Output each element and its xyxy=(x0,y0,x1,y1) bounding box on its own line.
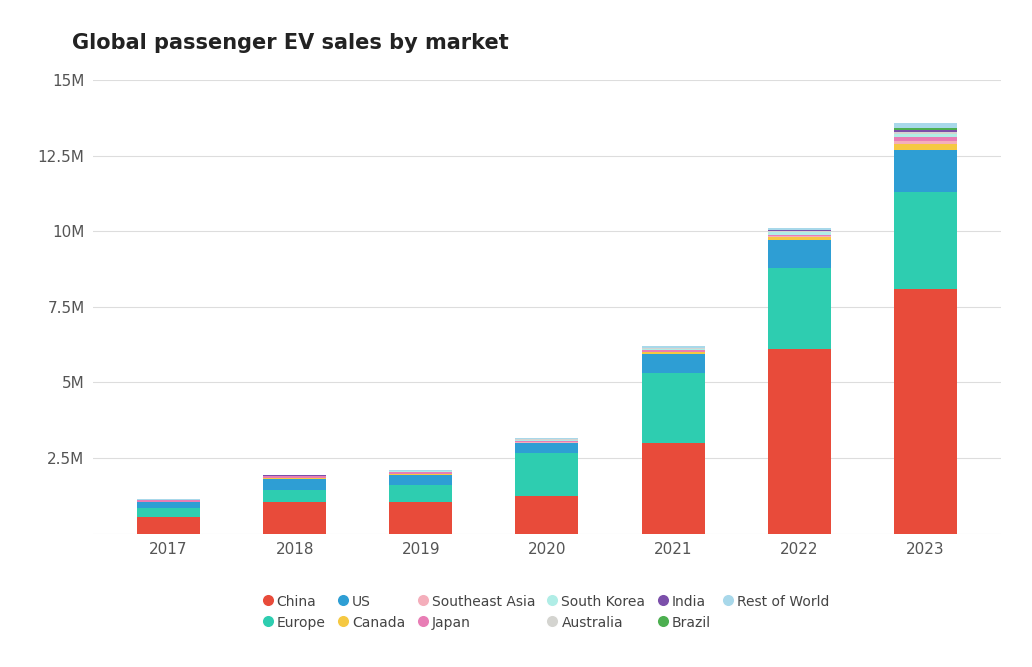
Bar xyxy=(894,149,957,192)
Bar xyxy=(642,354,705,374)
Bar xyxy=(894,144,957,149)
Bar xyxy=(137,500,200,502)
Bar xyxy=(515,441,579,442)
Bar xyxy=(389,502,452,534)
Bar xyxy=(642,443,705,534)
Bar xyxy=(894,192,957,289)
Bar xyxy=(389,472,452,474)
Bar xyxy=(768,232,831,235)
Bar xyxy=(894,137,957,141)
Bar xyxy=(263,479,326,490)
Bar xyxy=(263,476,326,478)
Bar xyxy=(263,502,326,534)
Bar xyxy=(137,502,200,508)
Bar xyxy=(137,517,200,534)
Bar xyxy=(389,485,452,502)
Bar xyxy=(515,496,579,534)
Bar xyxy=(515,440,579,441)
Bar xyxy=(515,444,579,454)
Bar xyxy=(768,239,831,267)
Bar xyxy=(515,443,579,444)
Bar xyxy=(894,289,957,534)
Bar xyxy=(894,135,957,137)
Bar xyxy=(515,454,579,496)
Bar xyxy=(137,508,200,517)
Bar xyxy=(768,231,831,232)
Bar xyxy=(642,346,705,348)
Bar xyxy=(768,227,831,229)
Bar xyxy=(389,470,452,471)
Bar xyxy=(263,490,326,502)
Bar xyxy=(894,129,957,132)
Bar xyxy=(894,127,957,129)
Text: Global passenger EV sales by market: Global passenger EV sales by market xyxy=(72,33,509,53)
Bar xyxy=(642,349,705,350)
Bar xyxy=(515,438,579,439)
Bar xyxy=(768,236,831,237)
Bar xyxy=(894,132,957,135)
Bar xyxy=(894,123,957,127)
Bar xyxy=(768,235,831,236)
Bar xyxy=(768,349,831,534)
Legend: China, Europe, US, Canada, Southeast Asia, Japan, South Korea, Australia, India,: China, Europe, US, Canada, Southeast Asi… xyxy=(264,595,830,630)
Bar xyxy=(642,350,705,352)
Bar xyxy=(642,352,705,354)
Bar xyxy=(768,267,831,349)
Bar xyxy=(768,237,831,239)
Bar xyxy=(389,475,452,485)
Bar xyxy=(642,374,705,443)
Bar xyxy=(894,141,957,144)
